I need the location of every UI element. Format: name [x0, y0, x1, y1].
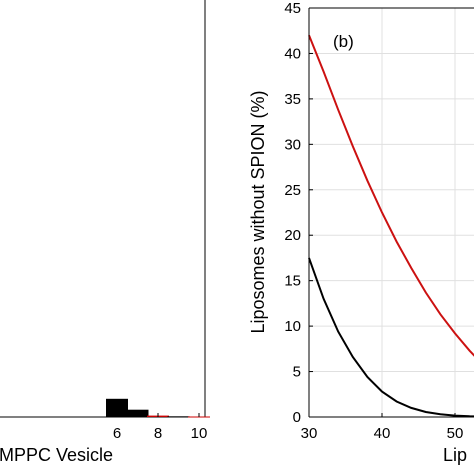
panel-a-bar-3 [167, 416, 190, 418]
panel-b-series-line-0 [308, 34, 474, 357]
panel-b-y-tick-label-0: 0 [293, 409, 301, 426]
panel-a: 6 8 10 MPPC Vesicle [0, 0, 210, 465]
panel-b-y-tick-label-5: 5 [293, 364, 301, 381]
panel-b-y-tick-label-15: 15 [284, 273, 301, 290]
panel-b-y-tick-label-20: 20 [284, 227, 301, 244]
panel-b-y-tick-label-30: 30 [284, 136, 301, 153]
panel-b-y-tick-label-45: 45 [284, 0, 301, 17]
panel-a-x-axis-title: MPPC Vesicle [0, 445, 113, 465]
panel-b: 0 5 10 15 20 25 30 35 40 45 30 40 50 (b) Liposomes w… [248, 0, 474, 465]
panel-a-x-tick-label-8: 8 [154, 425, 162, 442]
panel-b-series-line-1 [308, 257, 474, 418]
panel-b-y-axis-title: Liposomes without SPION (%) [248, 90, 268, 333]
panel-b-label: (b) [333, 32, 354, 51]
panel-b-x-axis-title: Lip [443, 445, 467, 465]
panel-b-y-tick-label-10: 10 [284, 318, 301, 335]
panel-a-x-tick-label-10: 10 [191, 425, 208, 442]
panel-a-bar-1 [126, 409, 149, 417]
panel-a-x-tick-label-6: 6 [113, 425, 121, 442]
panel-b-y-tick-label-25: 25 [284, 182, 301, 199]
panel-b-x-tick-label-40: 40 [374, 425, 391, 442]
panel-b-x-tick-label-30: 30 [301, 425, 318, 442]
panel-a-bar-0 [106, 398, 128, 417]
panel-b-x-tick-label-50: 50 [447, 425, 464, 442]
panel-b-y-tick-label-35: 35 [284, 91, 301, 108]
panel-b-y-tick-label-40: 40 [284, 45, 301, 62]
